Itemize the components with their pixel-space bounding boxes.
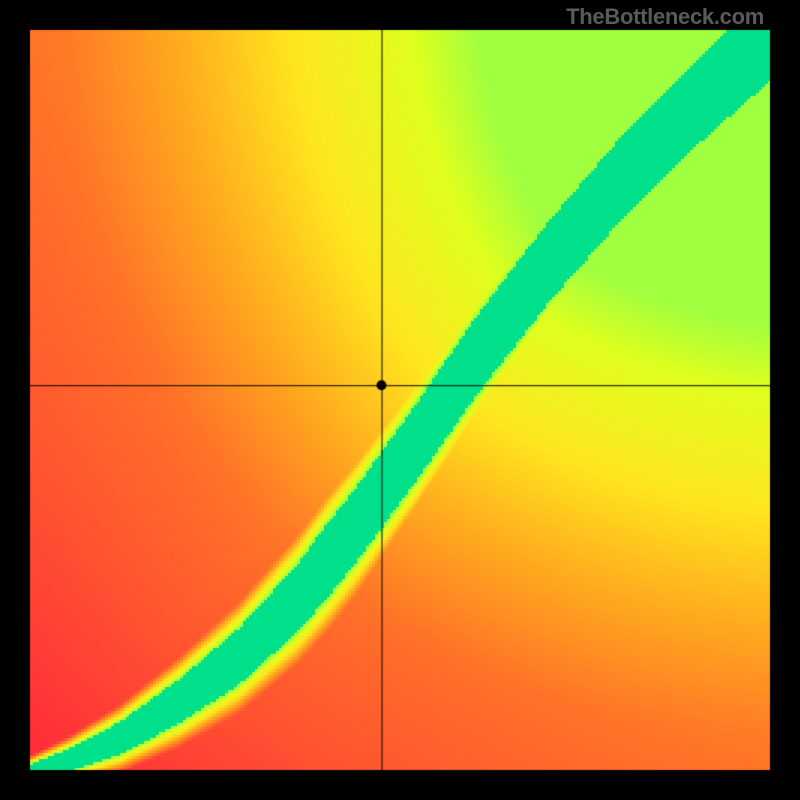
heatmap-canvas bbox=[0, 0, 800, 800]
watermark-text: TheBottleneck.com bbox=[566, 4, 764, 30]
chart-root: TheBottleneck.com bbox=[0, 0, 800, 800]
